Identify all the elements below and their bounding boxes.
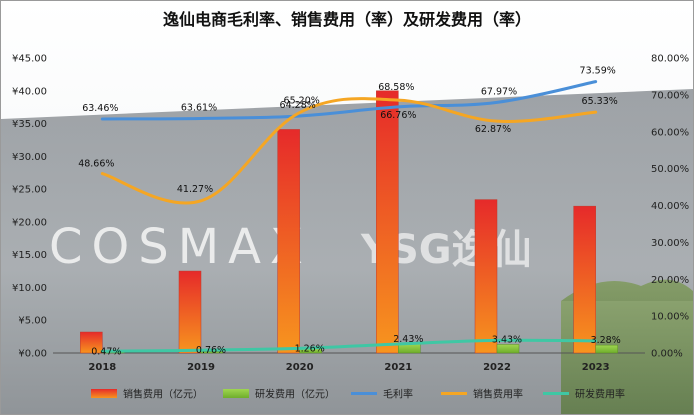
bars bbox=[80, 90, 618, 354]
right-tick-label: 60.00% bbox=[651, 127, 689, 138]
background-brand-cosmax: COSMAX bbox=[49, 219, 312, 275]
bar-sales-expense bbox=[573, 205, 596, 354]
line-sales-expense-rate bbox=[100, 97, 598, 205]
line-gross-margin bbox=[100, 80, 598, 121]
data-label: 64.28% bbox=[280, 100, 316, 111]
data-label: 73.59% bbox=[580, 66, 616, 77]
data-label: 0.76% bbox=[196, 345, 226, 356]
legend-item-gross-margin-label: 毛利率 bbox=[383, 388, 413, 401]
data-label: 41.27% bbox=[177, 184, 213, 195]
data-label: 67.97% bbox=[481, 86, 517, 97]
left-tick-label: ¥35.00 bbox=[12, 119, 47, 130]
bar-sales-expense bbox=[376, 90, 399, 354]
left-tick-label: ¥15.00 bbox=[12, 250, 47, 261]
right-tick-label: 10.00% bbox=[651, 312, 689, 323]
bar-rd-expense bbox=[595, 344, 618, 354]
right-tick-label: 50.00% bbox=[651, 164, 689, 175]
bar-sales-expense bbox=[178, 270, 202, 354]
bar-sales-expense bbox=[474, 199, 498, 354]
x-tick-label: 2019 bbox=[187, 362, 215, 373]
x-tick-label: 2022 bbox=[483, 362, 511, 373]
x-tick-label: 2020 bbox=[286, 362, 314, 373]
legend: 销售费用（亿元） 研发费用（亿元） 毛利率 销售费用率 研发费用率 bbox=[91, 388, 625, 401]
right-axis: 0.00% 10.00% 20.00% 30.00% 40.00% 50.00% 60.00… bbox=[651, 54, 689, 360]
data-labels: 63.46% 63.61% 64.28% 66.76% 67.97% 73.59% 48.6… bbox=[78, 66, 621, 358]
left-tick-label: ¥5.00 bbox=[18, 316, 47, 327]
right-tick-label: 70.00% bbox=[651, 90, 689, 101]
x-tick-label: 2023 bbox=[582, 362, 610, 373]
data-label: 62.87% bbox=[475, 124, 511, 135]
data-label: 0.47% bbox=[91, 346, 121, 357]
data-label: 63.46% bbox=[82, 103, 118, 114]
left-tick-label: ¥10.00 bbox=[12, 283, 47, 294]
left-tick-label: ¥25.00 bbox=[12, 185, 47, 196]
right-tick-label: 80.00% bbox=[651, 54, 689, 65]
data-label: 1.26% bbox=[295, 343, 325, 354]
x-tick-label: 2018 bbox=[88, 362, 116, 373]
right-tick-label: 0.00% bbox=[651, 349, 683, 360]
data-label: 65.20% bbox=[284, 96, 320, 107]
legend-item-sales-rate-label: 销售费用率 bbox=[473, 388, 523, 401]
legend-item-rd-expense-label: 研发费用（亿元） bbox=[255, 388, 335, 401]
data-label: 63.61% bbox=[181, 102, 217, 113]
legend-item-rd-expense-swatch bbox=[223, 389, 249, 398]
x-axis: 2018 2019 2020 2021 2022 2023 bbox=[88, 362, 609, 373]
data-label: 66.76% bbox=[380, 110, 416, 121]
line-rd-expense-rate bbox=[100, 338, 598, 353]
bar-sales-expense bbox=[277, 129, 300, 354]
data-label: 2.43% bbox=[393, 334, 423, 345]
x-tick-label: 2021 bbox=[384, 362, 412, 373]
data-label: 3.43% bbox=[492, 334, 522, 345]
right-tick-label: 30.00% bbox=[651, 238, 689, 249]
right-tick-label: 40.00% bbox=[651, 201, 689, 212]
bar-rd-expense bbox=[496, 344, 520, 354]
bar-rd-expense bbox=[200, 351, 224, 354]
left-tick-label: ¥45.00 bbox=[12, 54, 47, 65]
background-building bbox=[1, 89, 693, 414]
right-tick-label: 20.00% bbox=[651, 275, 689, 286]
legend-item-rd-rate-label: 研发费用率 bbox=[575, 388, 625, 401]
data-label: 65.33% bbox=[582, 96, 618, 107]
data-label: 68.58% bbox=[378, 82, 414, 93]
left-tick-label: ¥20.00 bbox=[12, 217, 47, 228]
legend-item-sales-expense-label: 销售费用（亿元） bbox=[123, 388, 203, 401]
lines bbox=[100, 80, 598, 353]
left-tick-label: ¥30.00 bbox=[12, 152, 47, 163]
legend-item-sales-expense-swatch bbox=[91, 389, 117, 398]
left-tick-label: ¥40.00 bbox=[12, 86, 47, 97]
data-label: 3.28% bbox=[591, 335, 621, 346]
bar-sales-expense bbox=[80, 331, 103, 354]
chart-title: 逸仙电商毛利率、销售费用（率）及研发费用（率） bbox=[163, 10, 531, 29]
left-axis: ¥0.00 ¥5.00 ¥10.00 ¥15.00 ¥20.00 ¥25.00 ¥30.00… bbox=[12, 54, 47, 360]
data-label: 48.66% bbox=[78, 159, 114, 170]
left-tick-label: ¥0.00 bbox=[18, 349, 47, 360]
